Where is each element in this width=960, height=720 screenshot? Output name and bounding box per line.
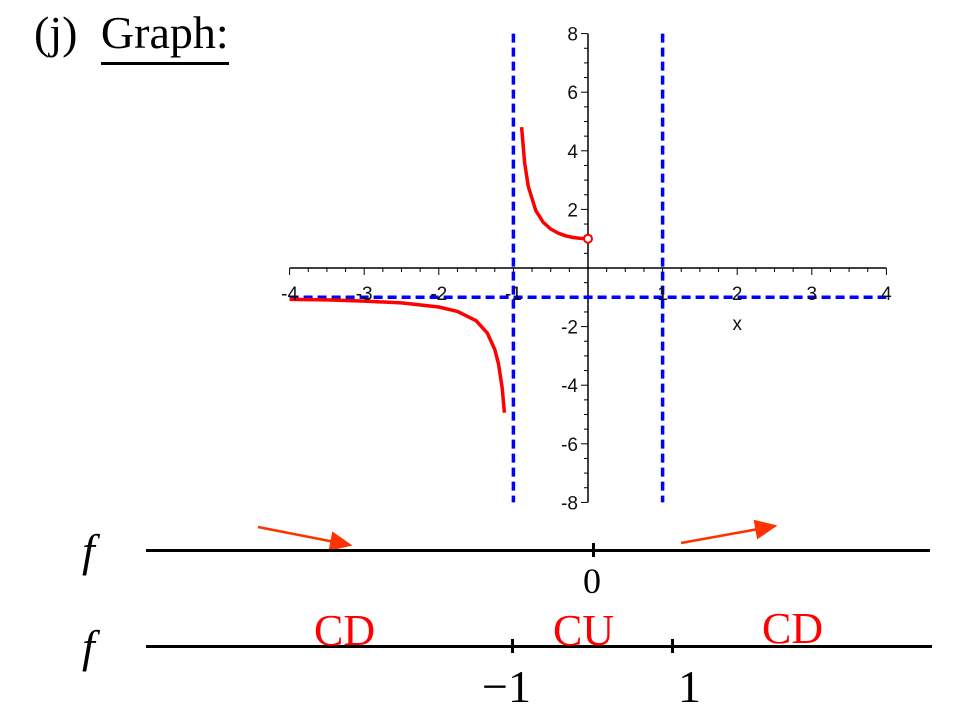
- graph-heading: Graph:: [100, 4, 229, 65]
- row2-tick-neg1: [511, 639, 514, 653]
- row2-tick-1: [671, 639, 674, 653]
- trend-arrows: [257, 519, 778, 551]
- x-tick-label: 2: [732, 284, 743, 305]
- x-axis-label: x: [732, 314, 742, 335]
- row2-line: [146, 645, 932, 648]
- x-tick-label: 1: [657, 284, 668, 305]
- y-tick-label: -4: [561, 376, 578, 397]
- plot-axes: [289, 33, 887, 503]
- y-tick-label: 2: [567, 200, 578, 221]
- x-tick-label: 4: [881, 284, 892, 305]
- curves: [289, 126, 593, 413]
- critical-label-neg1: −1: [482, 661, 531, 712]
- curve-branch-2: [519, 126, 589, 241]
- part-label: (j): [34, 7, 78, 58]
- x-tick-label: -2: [430, 284, 447, 305]
- row1-tick: [592, 543, 595, 557]
- row1-label: f: [82, 525, 95, 576]
- interval-cd-left: CD: [314, 606, 376, 655]
- decreasing-arrow: [257, 525, 353, 551]
- row2-label: f: [82, 621, 95, 672]
- x-tick-label: 3: [807, 284, 818, 305]
- increasing-arrow: [680, 519, 778, 545]
- critical-label-1: 1: [678, 661, 701, 712]
- endpoint-marker: [583, 233, 593, 244]
- interval-cd-right: CD: [762, 604, 824, 653]
- y-tick-label: -2: [561, 318, 578, 339]
- x-tick-label: -1: [505, 284, 522, 305]
- x-tick-label: -3: [356, 284, 373, 305]
- y-tick-label: 4: [567, 142, 578, 163]
- row1-line: [146, 549, 930, 552]
- heading: (j) Graph:: [34, 4, 229, 65]
- y-tick-label: 6: [567, 83, 578, 104]
- y-tick-label: -8: [561, 493, 578, 514]
- y-tick-label: -6: [561, 435, 578, 456]
- x-tick-label: -4: [281, 284, 298, 305]
- interval-cu: CU: [553, 606, 615, 655]
- tick-labels: -4 -3 -2 -1 1 2 3 4 -8 -6 -4 -2 2 4 6 8 x: [281, 25, 892, 515]
- asymptotes: [289, 33, 887, 503]
- y-tick-label: 8: [567, 25, 578, 46]
- curve-branch-1: [289, 297, 507, 413]
- row1-zero-label: 0: [583, 561, 601, 601]
